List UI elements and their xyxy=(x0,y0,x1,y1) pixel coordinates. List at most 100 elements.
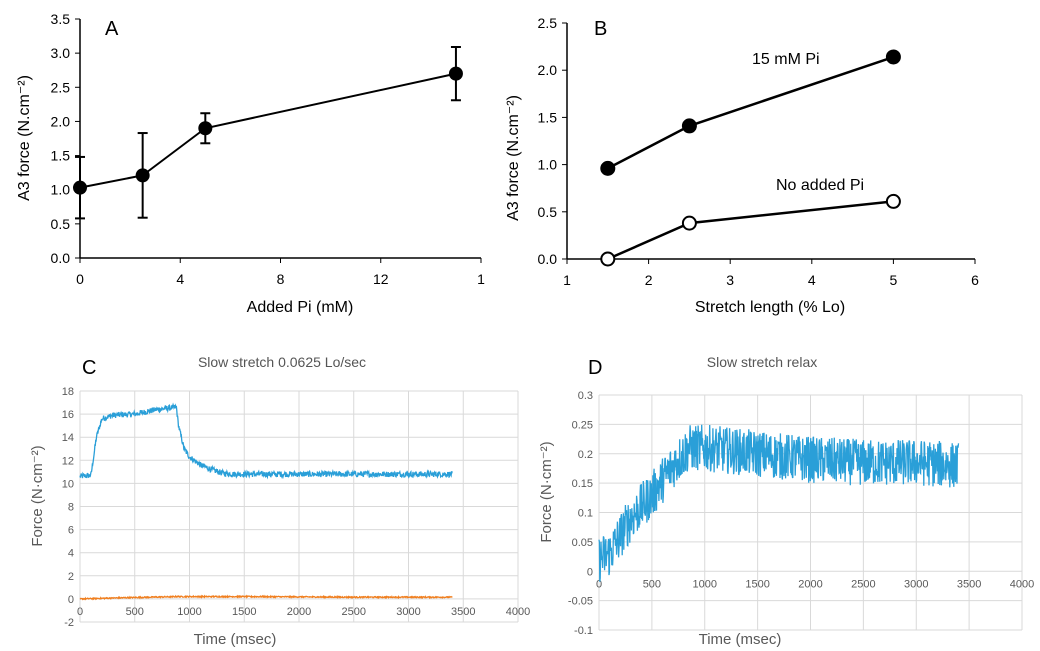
y-tick-label: -2 xyxy=(64,617,74,629)
x-tick-label: 4 xyxy=(808,272,816,288)
panel-d-title: Slow stretch relax xyxy=(707,354,817,370)
data-point xyxy=(198,121,213,136)
y-tick-label: 0.2 xyxy=(578,449,593,461)
y-tick-label: 2.5 xyxy=(51,79,71,95)
x-tick-label: 3500 xyxy=(451,606,475,618)
x-tick-label: 12 xyxy=(373,271,389,287)
x-tick-label: 0 xyxy=(77,606,83,618)
y-tick-label: 2.0 xyxy=(538,62,558,78)
data-point xyxy=(448,66,463,81)
panel-b: B 0.0 0.5 1.0 1.5 2.0 2.5 1 2 3 4 5 6 15 mM Pi No … xyxy=(505,15,979,316)
x-tick-label: 1000 xyxy=(177,606,201,618)
data-point xyxy=(681,215,697,231)
y-tick-label: 0.25 xyxy=(572,419,593,431)
y-tick-label: 3.5 xyxy=(51,11,71,27)
panel-d-x-label: Time (msec) xyxy=(699,631,782,648)
x-tick-label: 500 xyxy=(643,578,661,590)
y-tick-label: 0.15 xyxy=(572,478,593,490)
x-tick-label: 1500 xyxy=(745,578,769,590)
x-tick-label: 4 xyxy=(176,271,184,287)
y-tick-label: 8 xyxy=(68,502,74,514)
series-line xyxy=(79,72,457,189)
panel-b-y-ticks: 0.0 0.5 1.0 1.5 2.0 2.5 xyxy=(538,15,567,267)
y-tick-label: 0.05 xyxy=(572,537,593,549)
y-tick-label: 2.5 xyxy=(538,15,558,31)
x-tick-label: 0 xyxy=(76,271,84,287)
panel-c-plot xyxy=(79,402,453,601)
y-tick-label: 0 xyxy=(68,594,74,606)
y-tick-label: 1.0 xyxy=(538,157,558,173)
y-tick-label: 0.3 xyxy=(578,390,593,402)
panel-a: A 0.0 0.5 1.0 1.5 2.0 2.5 3.0 3.5 0 4 8 12 1 Added … xyxy=(16,11,485,316)
x-tick-label: 2500 xyxy=(342,606,366,618)
panel-a-y-ticks: 0.0 0.5 1.0 1.5 2.0 2.5 3.0 3.5 xyxy=(51,11,80,266)
y-tick-label: 0.0 xyxy=(538,251,558,267)
series-label-no-added-pi: No added Pi xyxy=(776,177,864,194)
panel-a-plot xyxy=(73,19,481,259)
panel-a-x-label: Added Pi (mM) xyxy=(247,299,354,316)
panel-c-x-label: Time (msec) xyxy=(194,631,277,648)
force-trace-blue xyxy=(598,424,960,582)
y-tick-label: 0 xyxy=(587,566,593,578)
data-point xyxy=(681,118,697,134)
x-tick-label: 1500 xyxy=(232,606,256,618)
panel-c-x-ticks: 0 500 1000 1500 2000 2500 3000 3500 4000 xyxy=(77,606,530,618)
y-tick-label: 0.5 xyxy=(538,204,558,220)
data-point xyxy=(885,49,901,65)
panel-c-grid xyxy=(79,390,519,623)
y-tick-label: 4 xyxy=(68,548,74,560)
panel-b-x-label: Stretch length (% Lo) xyxy=(695,299,845,316)
panel-d-y-ticks: -0.1 -0.05 0 0.05 0.1 0.15 0.2 0.25 0.3 xyxy=(568,390,593,637)
x-tick-label: 3000 xyxy=(904,578,928,590)
panel-a-x-ticks: 0 4 8 12 1 xyxy=(76,258,485,287)
x-tick-label: 1 xyxy=(563,272,571,288)
data-point xyxy=(600,251,616,267)
y-tick-label: 0.0 xyxy=(51,250,71,266)
y-tick-label: 1.0 xyxy=(51,182,71,198)
y-tick-label: 3.0 xyxy=(51,45,71,61)
panel-b-y-label: A3 force (N.cm⁻²) xyxy=(505,95,522,221)
data-point xyxy=(600,160,616,176)
panel-d-plot xyxy=(598,424,960,582)
y-tick-label: -0.05 xyxy=(568,596,593,608)
x-tick-label: 5 xyxy=(890,272,898,288)
x-tick-label: 2 xyxy=(645,272,653,288)
x-tick-label: 0 xyxy=(596,578,602,590)
x-tick-label: 4000 xyxy=(1010,578,1034,590)
y-tick-label: 14 xyxy=(62,432,74,444)
x-tick-label: 2000 xyxy=(798,578,822,590)
y-tick-label: 2.0 xyxy=(51,113,71,129)
data-point xyxy=(73,180,87,195)
x-tick-label: 6 xyxy=(971,272,979,288)
y-tick-label: 1.5 xyxy=(51,148,71,164)
x-tick-label: 3000 xyxy=(396,606,420,618)
data-point xyxy=(885,193,901,209)
data-point xyxy=(135,168,150,183)
y-tick-label: 0.5 xyxy=(51,216,71,232)
x-tick-label: 2000 xyxy=(287,606,311,618)
force-trace-orange xyxy=(79,594,453,601)
x-tick-label: 1000 xyxy=(693,578,717,590)
y-tick-label: 2 xyxy=(68,571,74,583)
panel-b-letter: B xyxy=(594,18,607,40)
panel-b-plot xyxy=(566,23,975,267)
y-tick-label: 0.1 xyxy=(578,508,593,520)
x-tick-label: 4000 xyxy=(506,606,530,618)
x-tick-label: 500 xyxy=(126,606,144,618)
force-trace-blue xyxy=(79,402,453,480)
panel-d-letter: D xyxy=(588,357,602,379)
panel-a-y-label: A3 force (N.cm⁻²) xyxy=(16,75,33,201)
y-tick-label: 16 xyxy=(62,409,74,421)
panel-d-x-ticks: 0 500 1000 1500 2000 2500 3000 3500 4000 xyxy=(596,578,1034,590)
y-tick-label: 6 xyxy=(68,525,74,537)
y-tick-label: -0.1 xyxy=(574,625,593,637)
series-line xyxy=(607,200,894,261)
panel-d-y-label: Force (N·cm⁻²) xyxy=(538,441,555,542)
panel-c-y-ticks: -2 0 2 4 6 8 10 12 14 16 18 xyxy=(62,386,74,629)
series-label-15mm-pi: 15 mM Pi xyxy=(752,51,820,68)
x-tick-label: 8 xyxy=(277,271,285,287)
x-tick-label: 3 xyxy=(726,272,734,288)
y-tick-label: 12 xyxy=(62,455,74,467)
x-tick-label: 3500 xyxy=(957,578,981,590)
panel-a-letter: A xyxy=(105,18,119,40)
